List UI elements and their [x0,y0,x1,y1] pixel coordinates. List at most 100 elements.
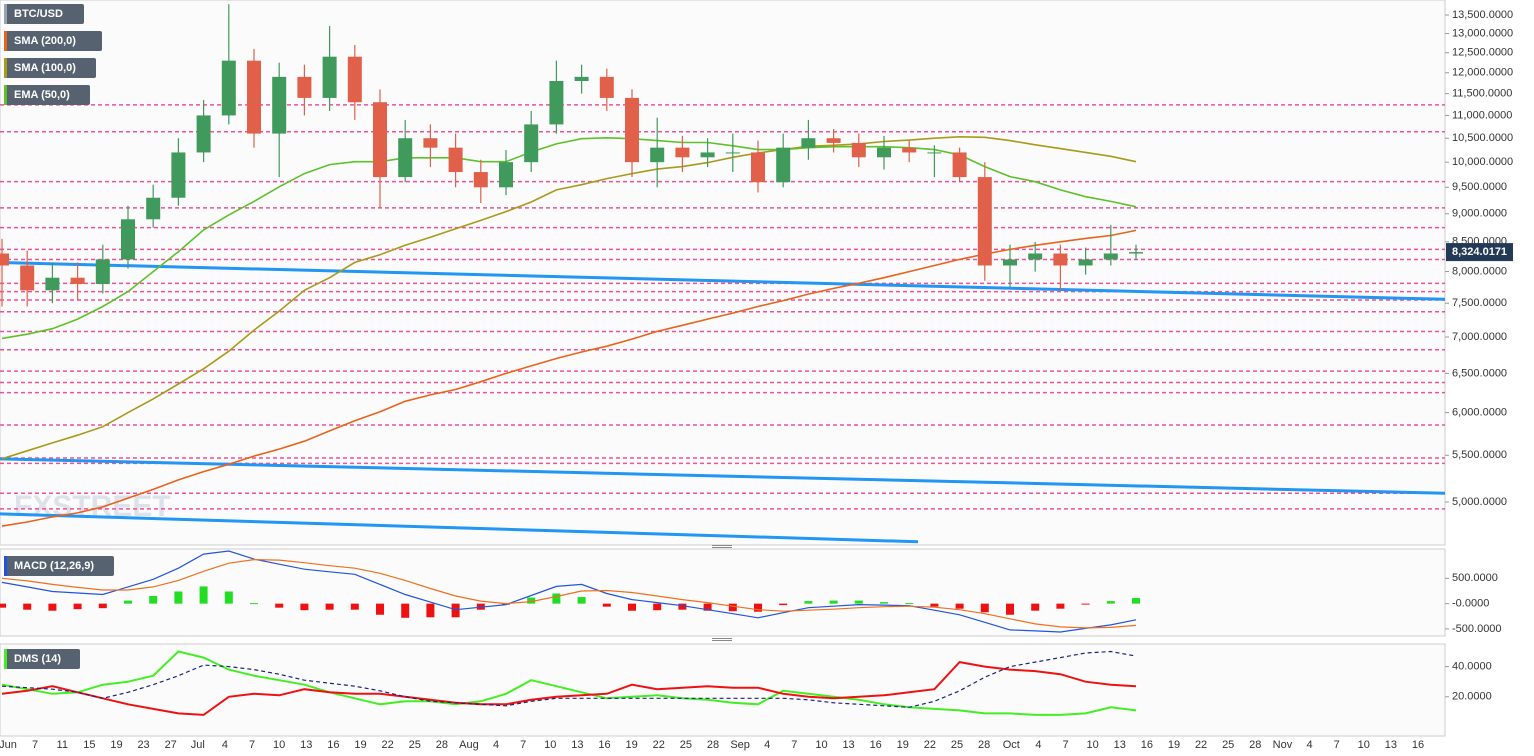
legend-box[interactable] [4,31,102,51]
x-tick-label: 22 [924,739,936,751]
legend-swatch [4,58,7,78]
legend-box[interactable] [4,4,84,24]
histogram-bar [703,603,712,611]
legend-swatch [4,31,7,51]
histogram-bar [98,603,107,609]
legend-swatch [4,556,7,576]
candle-body [700,152,715,158]
histogram-bar [376,603,384,615]
candle-body [45,277,60,291]
trend-line [0,457,1445,495]
last-price-label: 8,324.0171 [1452,246,1507,258]
series-line [1,650,1137,716]
histogram-bar [275,603,284,608]
axes: 13,500.0000 13,000.0000 12,500.0000 12,000.… [0,9,1513,751]
x-tick-label: Nov [1273,739,1293,751]
legend-label: MACD (12,26,9) [14,560,94,572]
legend-box[interactable] [4,649,80,669]
y-tick-label: 12,500.0000 [1452,47,1513,59]
panel-handle[interactable] [712,638,732,641]
y-tick-label: -500.0000 [1452,623,1502,635]
x-tick-label: 28 [1249,739,1261,751]
histogram-bar [1056,603,1065,609]
histogram-bar [124,600,132,604]
x-tick-label: 22 [381,739,393,751]
x-tick-label: 25 [1222,739,1234,751]
histogram-bar [174,591,183,604]
x-tick-label: 16 [870,739,882,751]
histogram-bar [754,603,762,612]
y-tick-label: 40.0000 [1452,661,1492,673]
histogram-bar [653,603,662,611]
candle-body [322,56,337,98]
y-tick-label: 9,000.0000 [1452,208,1507,220]
x-tick-label: 10 [544,739,556,751]
x-tick-label: Oct [1003,739,1020,751]
candle-body [20,265,35,291]
histogram-bar [829,600,838,604]
x-tick-label: 7 [791,739,797,751]
candle-body [599,76,614,98]
x-tick-label: 13 [571,739,583,751]
candle-body [272,76,287,134]
x-tick-label: Sep [730,739,750,751]
x-tick-label: 15 [83,739,95,751]
x-tick-label: 10 [1086,739,1098,751]
histogram-bar [1106,601,1115,604]
histogram-bar [1006,603,1014,615]
legend-box[interactable] [4,58,96,78]
histogram-bar [250,603,258,605]
x-tick-label: 7 [32,739,38,751]
x-tick-label: 13 [842,739,854,751]
x-tick-label: 25 [409,739,421,751]
series-line [1,558,1137,629]
legends: BTC/USD SMA (200,0) SMA (100,0) EMA (50,0) M… [4,4,114,669]
histogram-bar [0,603,6,608]
x-tick-label: 4 [222,739,228,751]
y-tick-label: 7,000.0000 [1452,331,1507,343]
candle-body [297,76,312,98]
main-plot [0,4,1445,544]
panel-handle[interactable] [712,545,732,548]
legend-label: DMS (14) [14,653,61,665]
histogram-bar [23,603,32,610]
legend-box[interactable] [4,85,90,105]
y-tick-label: 9,500.0000 [1452,181,1507,193]
x-tick-label: Jul [191,739,205,751]
candle-body [1129,252,1143,254]
series-line [1,661,1137,716]
histogram-bar [905,603,914,605]
x-tick-label: 7 [1334,739,1340,751]
histogram-bar [602,603,611,607]
candle-body [247,60,261,134]
candle-body [927,152,942,154]
histogram-bar [149,596,158,604]
x-tick-label: 19 [354,739,366,751]
histogram-bar [451,603,460,618]
histogram-bar [426,603,435,618]
candle-body [1053,253,1068,266]
x-tick-label: 16 [327,739,339,751]
candle-body [0,253,9,266]
macd-plot [0,550,1140,633]
histogram-bar [300,603,309,611]
candle-body [650,147,665,163]
candle-body [902,147,917,153]
candle-body [952,152,967,178]
y-tick-label: 5,500.0000 [1452,449,1507,461]
x-tick-label: 22 [653,739,665,751]
histogram-bar [350,603,359,610]
legend-box[interactable] [4,556,114,576]
histogram-bar [325,603,334,610]
x-tick-label: 25 [951,739,963,751]
y-tick-label: 13,000.0000 [1452,27,1513,39]
y-tick-label: 20.0000 [1452,691,1492,703]
candle-body [1028,253,1043,260]
candle-body [121,219,135,260]
x-tick-label: Aug [459,739,479,751]
legend-label: SMA (200,0) [14,35,76,47]
candle-body [1103,253,1118,260]
histogram-bar [678,603,687,610]
candle-body [146,197,161,220]
